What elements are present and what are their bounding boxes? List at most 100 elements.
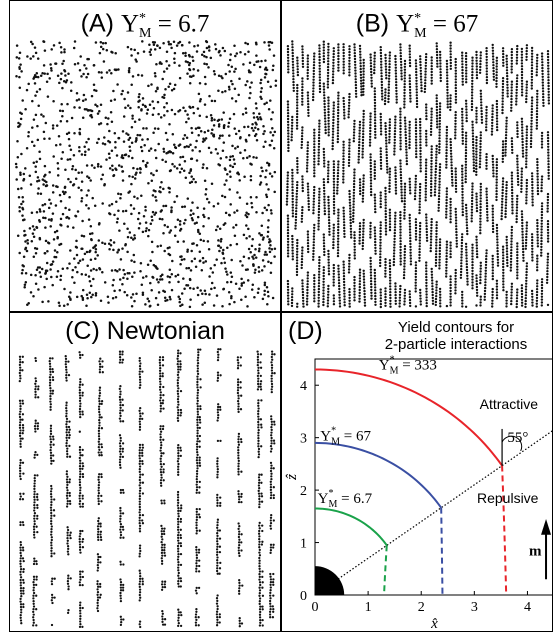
particle: [525, 202, 528, 205]
particle: [312, 197, 316, 200]
particle: [359, 62, 362, 65]
particle: [265, 285, 269, 289]
particle: [547, 61, 550, 64]
particle: [234, 132, 238, 136]
particle: [306, 60, 309, 63]
particle: [286, 288, 290, 291]
particle: [80, 273, 84, 276]
particle: [495, 285, 499, 288]
particle: [454, 219, 458, 222]
particle: [374, 294, 377, 298]
particle: [176, 218, 180, 222]
particle: [530, 78, 534, 82]
particle: [384, 91, 387, 94]
particle: [446, 94, 449, 97]
particle: [104, 41, 107, 45]
particle: [173, 51, 177, 55]
particle: [291, 49, 294, 52]
particle: [191, 201, 194, 204]
particle: [198, 150, 202, 153]
particle: [274, 84, 278, 87]
particle: [342, 43, 345, 46]
particle: [71, 276, 74, 279]
particle: [332, 58, 335, 62]
particle: [342, 277, 346, 281]
particle: [536, 169, 539, 172]
particle: [358, 297, 361, 300]
particle: [31, 232, 35, 235]
particle: [261, 297, 265, 301]
particle: [525, 282, 528, 285]
particle: [435, 147, 438, 150]
particle: [361, 141, 365, 145]
particle: [306, 66, 309, 69]
particle: [419, 138, 422, 141]
particle: [430, 273, 434, 276]
particle: [465, 119, 468, 123]
particle: [546, 192, 550, 196]
particle: [419, 158, 422, 161]
particle: [181, 52, 185, 55]
particle: [466, 283, 469, 286]
particle: [501, 197, 504, 200]
particle: [415, 144, 418, 147]
particle: [168, 246, 171, 249]
particle: [547, 96, 550, 99]
particle: [353, 239, 356, 243]
particle: [249, 91, 252, 95]
particle: [384, 59, 387, 62]
particle: [318, 90, 322, 94]
particle: [449, 200, 452, 204]
particle: [301, 97, 304, 101]
particle: [312, 229, 316, 232]
particle: [318, 128, 321, 131]
particle: [14, 162, 18, 166]
particle: [399, 240, 402, 243]
particle: [479, 137, 482, 140]
particle: [414, 275, 417, 279]
particle: [99, 165, 103, 168]
particle: [61, 109, 65, 113]
particle: [454, 128, 457, 131]
particle: [445, 260, 448, 264]
particle: [268, 143, 272, 147]
particle: [155, 62, 158, 66]
particle: [296, 65, 299, 68]
particle: [135, 171, 138, 174]
particle: [221, 251, 224, 254]
particle: [313, 172, 316, 175]
particle: [541, 84, 545, 87]
particle: [291, 252, 294, 255]
particle: [373, 93, 377, 96]
particle: [336, 177, 339, 181]
particle: [205, 197, 209, 201]
particle: [34, 357, 37, 360]
particle: [322, 150, 326, 154]
particle: [232, 112, 236, 116]
particle: [35, 525, 38, 528]
particle: [362, 133, 365, 136]
particle: [239, 151, 242, 155]
particle: [516, 163, 519, 166]
particle: [510, 183, 514, 186]
particle: [256, 291, 260, 294]
particle: [418, 203, 421, 206]
particle: [286, 246, 290, 249]
particle: [251, 123, 254, 126]
particle: [370, 76, 373, 80]
particle: [449, 283, 452, 287]
particle: [322, 60, 326, 64]
particle: [547, 157, 550, 160]
particle: [141, 230, 145, 234]
particle: [261, 238, 265, 241]
particle: [353, 125, 356, 128]
particle: [33, 82, 37, 85]
particle: [202, 213, 205, 217]
particle: [515, 305, 518, 309]
particle: [399, 165, 402, 168]
particle: [419, 155, 422, 158]
particle: [113, 132, 117, 135]
particle: [80, 180, 84, 183]
particle: [313, 166, 316, 169]
particle: [239, 135, 242, 139]
